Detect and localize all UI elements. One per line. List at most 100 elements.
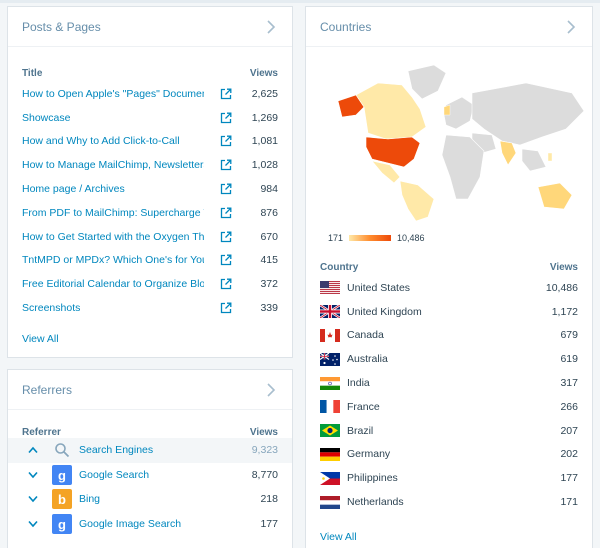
countries-header[interactable]: Countries: [306, 7, 592, 47]
referrer-row[interactable]: Search Engines 9,323: [8, 438, 292, 463]
country-views: 171: [560, 496, 578, 509]
external-link-icon[interactable]: [220, 112, 232, 124]
referrer-name[interactable]: Google Search: [79, 468, 150, 481]
country-row: Canada 679: [306, 324, 592, 348]
posts-pages-card: Posts & Pages Title Views How to Open Ap…: [7, 6, 293, 358]
map-mexico: [371, 160, 401, 184]
post-title-link[interactable]: How to Open Apple's "Pages" Documents: [22, 87, 204, 100]
map-india: [499, 140, 517, 166]
external-link-icon[interactable]: [220, 207, 232, 219]
country-name: Brazil: [347, 424, 374, 437]
external-link-icon[interactable]: [220, 159, 232, 171]
post-views: 372: [260, 278, 278, 291]
referrer-views: 9,323: [251, 444, 278, 457]
table-row[interactable]: How to Manage MailChimp, Newsletters, a 1…: [8, 153, 292, 177]
table-row[interactable]: How to Open Apple's "Pages" Documents 2,6…: [8, 82, 292, 106]
referrer-icon: g: [52, 513, 72, 534]
post-title-link[interactable]: How to Manage MailChimp, Newsletters, a: [22, 159, 204, 172]
flag-gb-icon: [320, 305, 340, 319]
external-link-icon[interactable]: [220, 302, 232, 314]
external-link-icon[interactable]: [220, 135, 232, 147]
countries-title: Countries: [320, 20, 372, 34]
chevron-right-icon[interactable]: [266, 383, 276, 397]
post-title-link[interactable]: How and Why to Add Click-to-Call: [22, 135, 180, 148]
referrers-header[interactable]: Referrers: [8, 370, 292, 410]
country-name: Netherlands: [347, 496, 404, 509]
referrers-col-title: Referrer: [22, 427, 61, 438]
country-name: United States: [347, 281, 411, 294]
referrer-views: 8,770: [251, 468, 278, 481]
table-row[interactable]: From PDF to MailChimp: Supercharge You 87…: [8, 201, 292, 225]
google-icon: g: [52, 513, 72, 534]
referrer-name[interactable]: Search Engines: [79, 444, 154, 457]
referrer-name[interactable]: Bing: [79, 493, 101, 506]
table-row[interactable]: Screenshots 339: [8, 296, 292, 320]
map-greenland: [407, 64, 447, 100]
map-asia: [471, 82, 585, 146]
post-title-link[interactable]: How to Get Started with the Oxygen Them: [22, 230, 204, 243]
posts-pages-title: Posts & Pages: [22, 20, 101, 34]
external-link-icon[interactable]: [220, 183, 232, 195]
post-title-link[interactable]: Home page / Archives: [22, 183, 125, 196]
referrer-row[interactable]: g Google Search 8,770: [8, 463, 292, 488]
country-name: India: [347, 377, 370, 390]
external-link-icon[interactable]: [220, 278, 232, 290]
post-title-link[interactable]: TntMPD or MPDx? Which One's for You? I: [22, 254, 204, 267]
external-link-icon[interactable]: [220, 88, 232, 100]
table-row[interactable]: Home page / Archives 984: [8, 177, 292, 201]
countries-card: Countries 171 10,486: [305, 6, 593, 548]
chevron-down-icon[interactable]: [28, 520, 38, 528]
bing-icon: b: [52, 489, 72, 510]
referrers-column-header: Referrer Views: [8, 414, 292, 438]
country-views: 1,172: [551, 305, 578, 318]
map-usa: [365, 136, 421, 168]
country-views: 10,486: [545, 281, 578, 294]
posts-view-all-link[interactable]: View All: [22, 332, 59, 345]
table-row[interactable]: Free Editorial Calendar to Organize Blog…: [8, 272, 292, 296]
post-title-link[interactable]: From PDF to MailChimp: Supercharge You: [22, 206, 204, 219]
flag-nl-icon: [320, 495, 340, 509]
referrer-row[interactable]: b Bing 218: [8, 487, 292, 512]
chevron-down-icon[interactable]: [28, 471, 38, 479]
country-views: 266: [560, 400, 578, 413]
table-row[interactable]: How and Why to Add Click-to-Call 1,081: [8, 130, 292, 154]
table-row[interactable]: Showcase 1,269: [8, 106, 292, 130]
posts-list: How to Open Apple's "Pages" Documents 2,6…: [8, 82, 292, 320]
country-views: 317: [560, 377, 578, 390]
countries-view-all-link[interactable]: View All: [320, 531, 357, 543]
country-views: 619: [560, 353, 578, 366]
countries-col-views: Views: [549, 262, 578, 273]
chevron-right-icon[interactable]: [566, 20, 576, 34]
flag-us-icon: [320, 281, 340, 295]
post-views: 1,081: [251, 135, 278, 148]
referrer-name[interactable]: Google Image Search: [79, 517, 182, 530]
country-name: United Kingdom: [347, 305, 422, 318]
map-africa: [441, 134, 485, 200]
posts-pages-header[interactable]: Posts & Pages: [8, 7, 292, 47]
country-row: Australia 619: [306, 347, 592, 371]
external-link-icon[interactable]: [220, 254, 232, 266]
post-views: 670: [260, 230, 278, 243]
search-icon: [55, 443, 70, 458]
post-title-link[interactable]: Showcase: [22, 111, 71, 124]
post-views: 339: [260, 302, 278, 315]
svg-text:g: g: [58, 517, 66, 532]
post-title-link[interactable]: Screenshots: [22, 302, 81, 315]
table-row[interactable]: TntMPD or MPDx? Which One's for You? I 41…: [8, 249, 292, 273]
post-title-link[interactable]: Free Editorial Calendar to Organize Blog…: [22, 278, 204, 291]
external-link-icon[interactable]: [220, 231, 232, 243]
chevron-down-icon[interactable]: [28, 495, 38, 503]
post-views: 1,028: [251, 159, 278, 172]
world-map[interactable]: [316, 49, 588, 221]
table-row[interactable]: How to Get Started with the Oxygen Them 6…: [8, 225, 292, 249]
country-views: 202: [560, 448, 578, 461]
referrers-card: Referrers Referrer Views Search Engines 9…: [7, 369, 293, 548]
flag-ca-icon: [320, 328, 340, 342]
posts-column-header: Title Views: [8, 53, 292, 79]
referrer-row[interactable]: g Google Image Search 177: [8, 512, 292, 537]
post-views: 876: [260, 206, 278, 219]
chevron-right-icon[interactable]: [266, 20, 276, 34]
map-uk: [443, 104, 451, 116]
chevron-up-icon[interactable]: [28, 446, 38, 454]
country-row: Philippines 177: [306, 466, 592, 490]
